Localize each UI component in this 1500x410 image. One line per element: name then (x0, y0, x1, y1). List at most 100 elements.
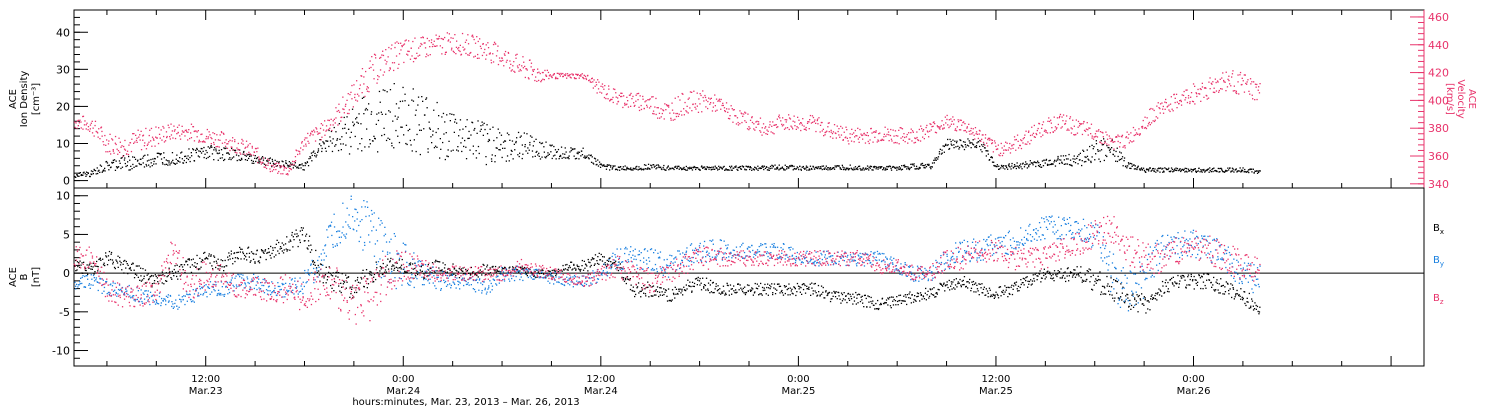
bx-point (1033, 277, 1035, 280)
density-point (331, 150, 334, 153)
bx-point (875, 308, 877, 310)
velocity-point (1141, 126, 1143, 128)
velocity-point (267, 162, 269, 164)
density-point (480, 125, 482, 127)
density-point (1108, 147, 1110, 149)
bx-point (429, 271, 431, 273)
density-point (1243, 171, 1245, 173)
velocity-point (1199, 93, 1201, 95)
bx-point (170, 277, 172, 279)
velocity-point (143, 145, 146, 147)
velocity-point (442, 38, 444, 41)
velocity-point (321, 136, 323, 138)
velocity-point (1159, 107, 1161, 110)
bx-point (172, 272, 174, 274)
velocity-point (483, 51, 485, 54)
bx-point (483, 264, 485, 266)
velocity-point (439, 45, 441, 47)
bx-point (151, 283, 154, 285)
bx-point (518, 271, 520, 273)
density-point (762, 166, 764, 168)
density-point (441, 116, 443, 118)
density-point (784, 164, 786, 166)
velocity-point (1035, 132, 1037, 135)
density-point (444, 121, 446, 123)
bx-point (357, 281, 360, 283)
bx-point (928, 295, 931, 297)
density-point (607, 164, 610, 166)
density-point (1241, 169, 1244, 171)
velocity-point (1251, 94, 1253, 96)
bx-point (208, 255, 210, 257)
bx-point (236, 251, 238, 254)
density-point (195, 151, 197, 154)
bx-point (961, 280, 963, 282)
bx-point (210, 255, 212, 257)
bx-point (573, 263, 575, 266)
density-point (161, 162, 164, 164)
bx-point (135, 265, 137, 267)
left-tick-label: 5 (63, 228, 70, 241)
velocity-point (1149, 108, 1151, 111)
velocity-point (1207, 97, 1210, 99)
velocity-point (585, 78, 588, 81)
bx-point (603, 256, 605, 258)
density-point (85, 171, 88, 173)
bx-point (210, 254, 212, 256)
density-point (1227, 167, 1229, 169)
velocity-point (588, 79, 590, 82)
velocity-point (438, 37, 440, 40)
density-point (1129, 162, 1132, 165)
bx-point (1020, 279, 1022, 281)
bx-point (955, 278, 957, 280)
density-point (966, 144, 968, 146)
bx-point (977, 290, 979, 292)
bx-point (416, 270, 418, 273)
velocity-point (238, 149, 240, 151)
velocity-point (975, 131, 978, 133)
bx-point (495, 271, 497, 273)
density-point (1106, 145, 1108, 147)
bx-point (1004, 285, 1006, 287)
velocity-point (663, 118, 665, 120)
bx-point (880, 303, 882, 306)
velocity-point (792, 128, 794, 130)
top-left-label-3: [cm⁻³] (31, 83, 42, 115)
velocity-point (727, 117, 730, 120)
velocity-point (631, 98, 633, 100)
density-point (368, 146, 370, 148)
bx-point (171, 278, 173, 280)
velocity-point (510, 63, 512, 65)
velocity-point (363, 76, 365, 78)
density-point (647, 168, 649, 170)
bx-point (397, 269, 399, 272)
density-point (377, 151, 379, 153)
density-point (1151, 169, 1153, 171)
density-point (808, 168, 810, 170)
bx-point (382, 273, 385, 275)
velocity-point (589, 81, 591, 83)
density-point (597, 165, 600, 167)
bx-point (802, 288, 805, 291)
density-point (446, 155, 448, 157)
density-point (301, 163, 303, 165)
velocity-point (633, 102, 635, 104)
bx-point (782, 294, 785, 296)
bx-point (792, 293, 794, 295)
density-point (258, 162, 260, 164)
density-point (568, 158, 570, 160)
velocity-point (370, 66, 372, 69)
bx-point (167, 275, 169, 277)
left-tick-label: 0 (63, 267, 70, 280)
bx-point (760, 282, 762, 285)
bx-point (823, 297, 825, 299)
density-point (1018, 167, 1020, 169)
bx-point (308, 235, 311, 237)
bx-point (991, 295, 993, 297)
bx-point (513, 269, 515, 271)
density-point (983, 143, 985, 145)
bx-point (643, 292, 645, 294)
density-point (177, 160, 179, 162)
velocity-point (292, 160, 294, 163)
